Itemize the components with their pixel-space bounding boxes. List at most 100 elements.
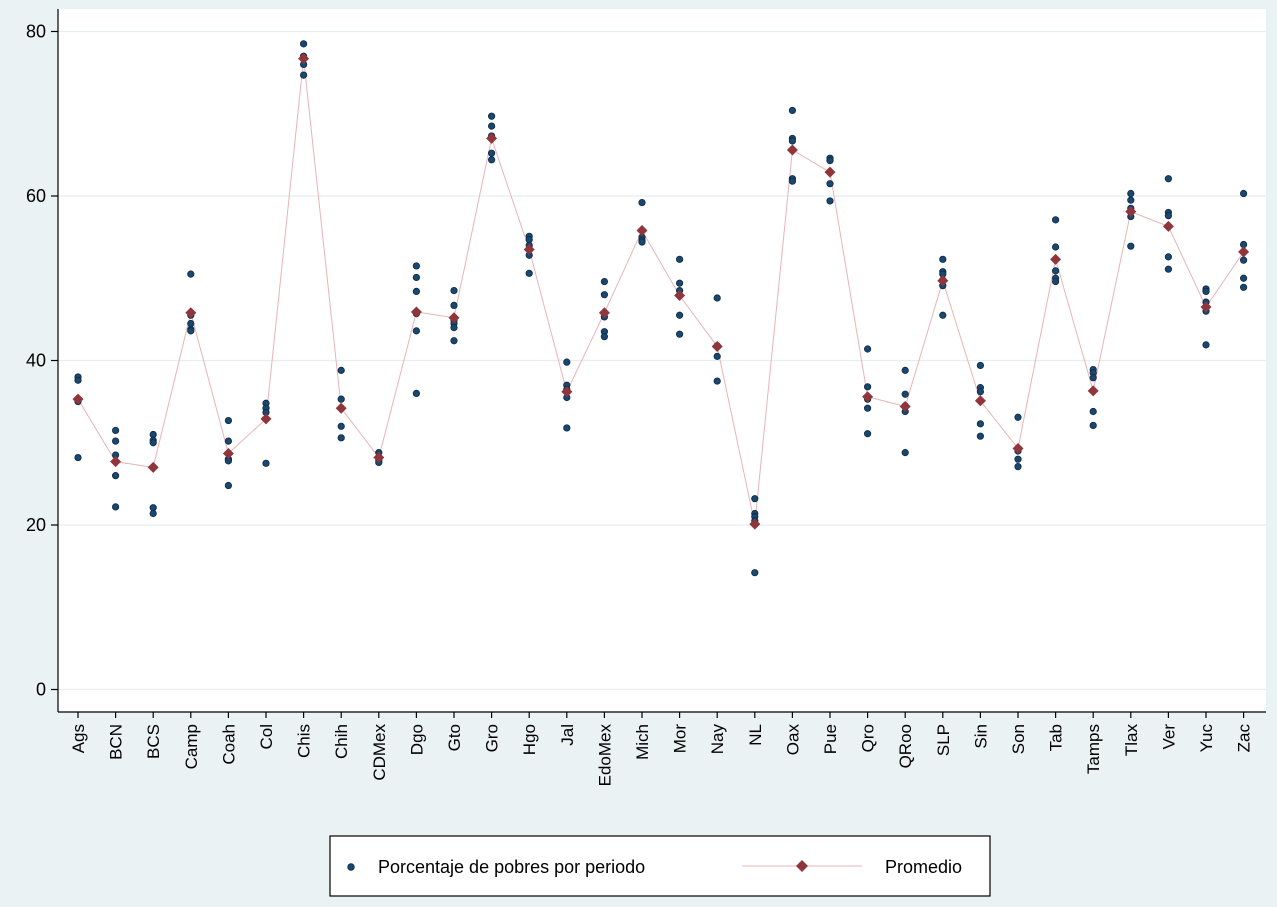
point-nay-2: [713, 352, 721, 360]
point-gro-1: [487, 122, 496, 130]
average-marker-chih: [335, 402, 347, 414]
legend-box: [329, 835, 991, 897]
x-tick-label-camp: Camp: [182, 724, 201, 769]
point-edomex-0: [600, 277, 609, 286]
average-marker-hgo: [523, 243, 535, 255]
point-gto-0: [450, 286, 458, 295]
x-tick-label-zac: Zac: [1235, 724, 1254, 753]
point-bcs-4: [149, 509, 157, 518]
average-marker-qroo: [899, 401, 911, 413]
point-slp-0: [939, 255, 947, 263]
point-jal-0: [563, 358, 571, 366]
point-coah-1: [224, 437, 232, 445]
average-marker-nay: [711, 341, 723, 353]
point-qroo-1: [901, 390, 909, 398]
point-ver-4: [1164, 265, 1173, 273]
x-tick-label-bcs: BCS: [144, 724, 163, 759]
x-tick-label-sin: Sin: [971, 724, 990, 749]
y-tick-label-80: 80: [26, 22, 46, 42]
point-mor-4: [675, 330, 684, 338]
average-marker-bcn: [110, 456, 122, 468]
average-marker-dgo: [410, 306, 422, 318]
legend-label-points: Porcentaje de pobres por periodo: [378, 857, 645, 877]
average-marker-nl: [749, 518, 761, 530]
x-tick-label-pue: Pue: [821, 724, 840, 754]
x-tick-label-yuc: Yuc: [1197, 724, 1216, 753]
point-mor-1: [675, 279, 684, 287]
x-tick-label-chih: Chih: [332, 724, 351, 759]
x-tick-label-tamps: Tamps: [1084, 724, 1103, 774]
point-ver-3: [1164, 253, 1173, 261]
x-tick-label-ver: Ver: [1159, 724, 1178, 750]
point-mor-0: [675, 255, 684, 263]
point-oax-0: [788, 106, 797, 115]
point-qro-4: [863, 430, 872, 438]
point-gto-5: [450, 337, 458, 345]
legend-label-average: Promedio: [885, 857, 962, 877]
point-ags-1: [74, 376, 82, 384]
point-mich-4: [638, 238, 646, 246]
point-ver-0: [1164, 175, 1173, 183]
point-bcn-0: [112, 426, 120, 435]
point-chis-3: [299, 71, 308, 79]
point-son-0: [1014, 413, 1022, 421]
point-zac-2: [1240, 256, 1248, 264]
x-tick-label-chis: Chis: [295, 724, 314, 758]
point-bcs-2: [149, 439, 157, 447]
point-dgo-5: [412, 389, 420, 397]
point-chih-2: [337, 422, 345, 430]
x-tick-label-nay: Nay: [708, 724, 727, 755]
point-chih-3: [337, 434, 345, 442]
average-marker-cdmex: [373, 452, 385, 464]
point-pue-3: [826, 197, 834, 205]
x-tick-label-mich: Mich: [633, 724, 652, 760]
point-pue-2: [826, 180, 834, 188]
point-chih-0: [337, 366, 345, 374]
point-bcn-4: [112, 503, 120, 511]
x-tick-label-gto: Gto: [445, 724, 464, 751]
x-tick-label-son: Son: [1009, 724, 1028, 754]
x-tick-label-tlax: Tlax: [1122, 724, 1141, 757]
point-tlax-1: [1127, 196, 1135, 204]
point-nay-0: [713, 294, 721, 302]
average-marker-tab: [1050, 253, 1062, 265]
average-markers: [72, 53, 1250, 530]
point-jal-4: [563, 424, 571, 432]
point-dgo-0: [412, 262, 420, 270]
point-coah-0: [224, 416, 232, 425]
gridlines: [58, 30, 1266, 691]
x-tick-label-coah: Coah: [219, 724, 238, 765]
point-qro-1: [863, 383, 872, 391]
point-son-2: [1014, 455, 1022, 463]
point-gto-1: [450, 301, 458, 309]
point-sin-4: [976, 432, 985, 440]
point-pue-1: [826, 157, 834, 165]
x-tick-label-mor: Mor: [671, 724, 690, 754]
point-slp-5: [939, 311, 947, 319]
legend-diamond-marker: [796, 860, 808, 872]
point-edomex-1: [600, 291, 609, 299]
y-tick-label-60: 60: [26, 186, 46, 206]
average-marker-mich: [636, 225, 648, 237]
point-dgo-4: [412, 327, 420, 335]
point-qroo-0: [901, 366, 909, 374]
average-marker-oax: [786, 144, 798, 156]
point-sin-3: [976, 420, 985, 428]
average-marker-gro: [486, 132, 498, 144]
x-ticks: Ags BCN BCS Camp Coah Col Chis Chih CDMex Dgo Gto G…: [69, 712, 1254, 786]
average-marker-tamps: [1087, 385, 1099, 397]
x-tick-label-slp: SLP: [934, 724, 953, 756]
x-tick-label-gro: Gro: [483, 724, 502, 752]
point-tlax-4: [1127, 242, 1135, 250]
point-dgo-2: [412, 287, 420, 296]
x-tick-label-tab: Tab: [1047, 724, 1066, 751]
y-tick-label-0: 0: [36, 680, 46, 700]
point-camp-0: [187, 270, 195, 278]
x-tick-label-ags: Ags: [69, 724, 88, 753]
average-marker-qro: [862, 391, 874, 403]
point-yuc-4: [1202, 341, 1210, 349]
point-qroo-4: [901, 449, 909, 457]
average-marker-pue: [824, 166, 836, 178]
